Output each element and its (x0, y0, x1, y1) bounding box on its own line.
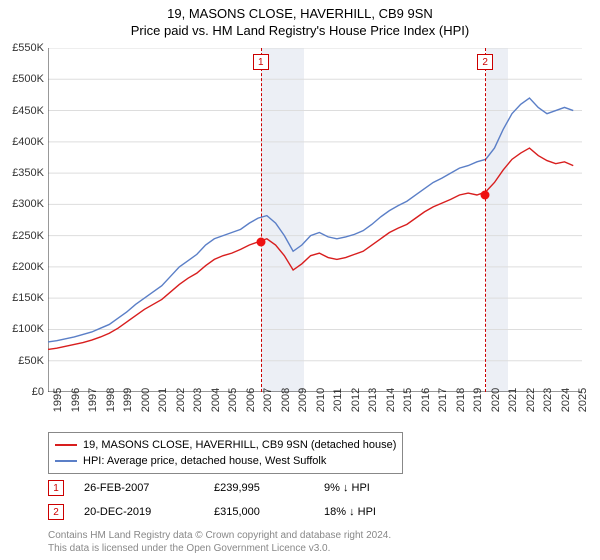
x-tick-label: 2023 (542, 388, 554, 412)
sale-marker-2: 2 (48, 504, 64, 520)
x-tick-label: 2025 (577, 388, 589, 412)
y-tick-label: £350K (4, 167, 44, 179)
plot-area: 12 (48, 48, 582, 392)
sale-point (256, 237, 265, 246)
x-tick-label: 2008 (280, 388, 292, 412)
legend: 19, MASONS CLOSE, HAVERHILL, CB9 9SN (de… (48, 432, 403, 474)
sale-date-2: 20-DEC-2019 (84, 506, 194, 518)
sale-price-1: £239,995 (214, 482, 304, 494)
sale-price-2: £315,000 (214, 506, 304, 518)
x-tick-label: 2005 (227, 388, 239, 412)
vline-marker: 2 (477, 54, 493, 70)
x-tick-label: 2011 (332, 388, 344, 412)
x-tick-label: 2021 (507, 388, 519, 412)
x-tick-label: 2002 (175, 388, 187, 412)
y-tick-label: £300K (4, 198, 44, 210)
x-tick-label: 2000 (140, 388, 152, 412)
legend-label: 19, MASONS CLOSE, HAVERHILL, CB9 9SN (de… (83, 437, 396, 453)
sale-row-2: 2 20-DEC-2019 £315,000 18% ↓ HPI (48, 504, 376, 520)
x-tick-label: 2014 (385, 388, 397, 412)
x-tick-label: 2018 (455, 388, 467, 412)
x-tick-label: 2006 (245, 388, 257, 412)
sale-date-1: 26-FEB-2007 (84, 482, 194, 494)
x-tick-label: 2013 (367, 388, 379, 412)
x-tick-label: 2024 (560, 388, 572, 412)
x-tick-label: 2007 (262, 388, 274, 412)
y-tick-label: £50K (4, 355, 44, 367)
x-tick-label: 2022 (525, 388, 537, 412)
sale-delta-1: 9% ↓ HPI (324, 482, 370, 494)
y-tick-label: £0 (4, 386, 44, 398)
sale-marker-1: 1 (48, 480, 64, 496)
x-tick-label: 2001 (157, 388, 169, 412)
x-tick-label: 2017 (437, 388, 449, 412)
x-tick-label: 2015 (402, 388, 414, 412)
y-tick-label: £400K (4, 136, 44, 148)
y-tick-label: £450K (4, 105, 44, 117)
x-tick-label: 2020 (490, 388, 502, 412)
legend-item: HPI: Average price, detached house, West… (55, 453, 396, 469)
legend-swatch (55, 444, 77, 446)
y-tick-label: £100K (4, 323, 44, 335)
sale-point (481, 190, 490, 199)
chart-title-line1: 19, MASONS CLOSE, HAVERHILL, CB9 9SN (0, 0, 600, 21)
x-tick-label: 2003 (192, 388, 204, 412)
sale-row-1: 1 26-FEB-2007 £239,995 9% ↓ HPI (48, 480, 370, 496)
y-tick-label: £150K (4, 292, 44, 304)
footer-line2: This data is licensed under the Open Gov… (48, 543, 330, 554)
x-tick-label: 1999 (122, 388, 134, 412)
footer-line1: Contains HM Land Registry data © Crown c… (48, 530, 391, 541)
y-tick-label: £500K (4, 73, 44, 85)
y-tick-label: £250K (4, 230, 44, 242)
x-tick-label: 1998 (105, 388, 117, 412)
x-tick-label: 2019 (472, 388, 484, 412)
legend-label: HPI: Average price, detached house, West… (83, 453, 326, 469)
x-tick-label: 1995 (52, 388, 64, 412)
x-tick-label: 2004 (210, 388, 222, 412)
sale-delta-2: 18% ↓ HPI (324, 506, 376, 518)
vline-marker: 1 (253, 54, 269, 70)
x-tick-label: 2016 (420, 388, 432, 412)
x-tick-label: 1996 (70, 388, 82, 412)
x-tick-label: 2012 (350, 388, 362, 412)
chart-container: { "title_line1": "19, MASONS CLOSE, HAVE… (0, 0, 600, 560)
chart-title-line2: Price paid vs. HM Land Registry's House … (0, 21, 600, 38)
y-tick-label: £550K (4, 42, 44, 54)
y-tick-label: £200K (4, 261, 44, 273)
x-tick-label: 2010 (315, 388, 327, 412)
legend-swatch (55, 460, 77, 462)
legend-item: 19, MASONS CLOSE, HAVERHILL, CB9 9SN (de… (55, 437, 396, 453)
x-tick-label: 2009 (297, 388, 309, 412)
x-tick-label: 1997 (87, 388, 99, 412)
